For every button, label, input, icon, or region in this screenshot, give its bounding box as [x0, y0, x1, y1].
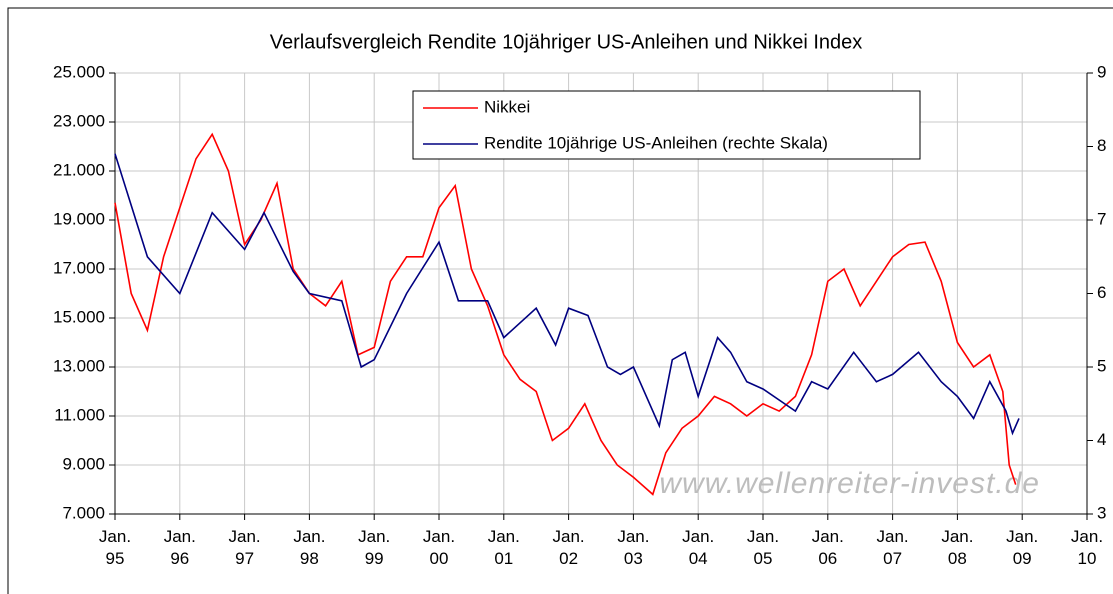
y2-tick-label: 7: [1097, 209, 1106, 228]
x-tick-label: Jan. 96: [163, 527, 196, 568]
y-tick-label: 17.000: [53, 258, 105, 277]
y-tick-label: 9.000: [62, 454, 105, 473]
x-tick-label: Jan. 99: [358, 527, 391, 568]
x-tick-label: Jan. 04: [682, 527, 715, 568]
chart-title: Verlaufsvergleich Rendite 10jähriger US-…: [270, 31, 863, 53]
x-tick-label: Jan. 02: [552, 527, 585, 568]
x-tick-label: Jan. 98: [293, 527, 326, 568]
y-tick-label: 19.000: [53, 209, 105, 228]
x-tick-label: Jan. 10: [1070, 527, 1104, 568]
y2-tick-label: 6: [1097, 283, 1106, 302]
x-tick-label: Jan. 05: [746, 527, 780, 568]
y-tick-label: 7.000: [62, 503, 105, 522]
x-tick-label: Jan. 03: [617, 527, 650, 568]
y-tick-label: 25.000: [53, 62, 105, 81]
line-series: [114, 132, 1017, 496]
y-tick-label: 15.000: [53, 307, 105, 326]
y-tick-label: 21.000: [53, 160, 105, 179]
legend-box: [412, 90, 921, 160]
y2-tick-label: 4: [1097, 430, 1106, 449]
y2-tick-label: 8: [1097, 136, 1106, 155]
line-series: [114, 153, 1020, 436]
y2-tick-label: 9: [1097, 62, 1106, 81]
y2-tick-label: 5: [1097, 356, 1106, 375]
x-tick-label: Jan. 97: [228, 527, 261, 568]
legend-label: Rendite 10jährige US-Anleihen (rechte Sk…: [484, 133, 828, 152]
legend-label: Nikkei: [484, 97, 530, 116]
x-tick-label: Jan. 00: [422, 527, 456, 568]
x-tick-label: Jan. 08: [941, 527, 974, 568]
x-tick-label: Jan. 06: [811, 527, 844, 568]
watermark: www.wellenreiter-invest.de: [659, 467, 1040, 500]
x-tick-label: Jan. 95: [98, 527, 132, 568]
x-tick-label: Jan. 09: [1006, 527, 1039, 568]
y-tick-label: 11.000: [54, 405, 105, 424]
x-tick-label: Jan. 07: [876, 527, 909, 568]
y-tick-label: 13.000: [53, 356, 105, 375]
y2-tick-label: 3: [1097, 503, 1106, 522]
y-tick-label: 23.000: [53, 111, 105, 130]
x-tick-label: Jan. 01: [487, 527, 520, 568]
